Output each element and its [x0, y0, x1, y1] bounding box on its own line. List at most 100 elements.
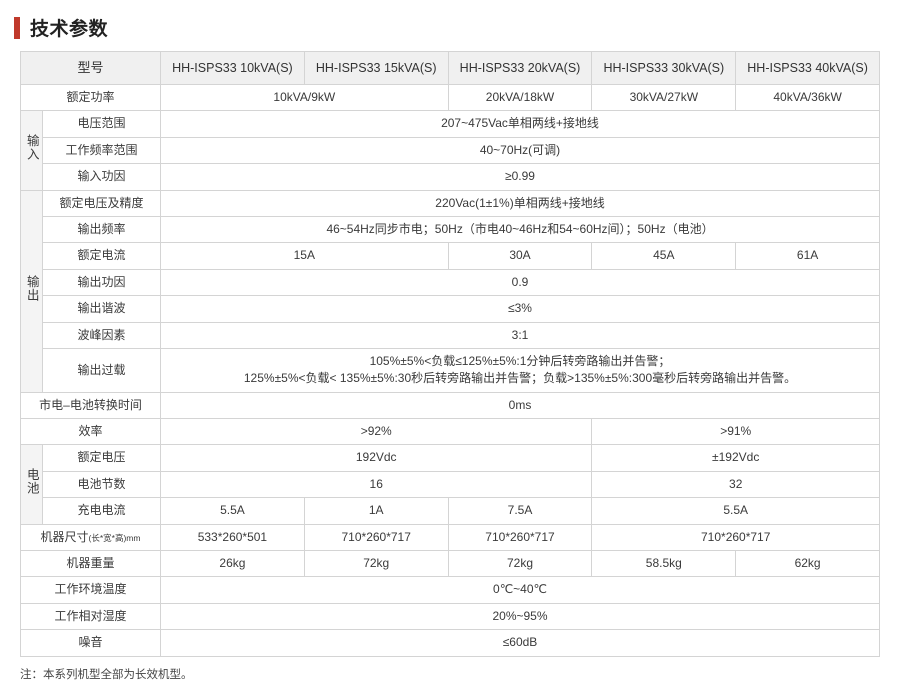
table-row: 工作频率范围 40~70Hz(可调)	[21, 136, 880, 165]
cell-bat-rated-voltage-2: ±192Vdc	[591, 444, 880, 472]
row-label-harmonics: 输出谐波	[41, 295, 162, 323]
row-label-efficiency: 效率	[19, 418, 162, 446]
group-label-input: 输入	[20, 110, 43, 191]
cell-noise: ≤60dB	[160, 629, 880, 657]
table-row: 波峰因素 3:1	[21, 321, 880, 349]
cell-rated-current-3: 45A	[591, 242, 737, 270]
cell-dimensions-3: 710*260*717	[447, 523, 593, 552]
table-body: 额定功率 10kVA/9kW 20kVA/18kW 30kVA/27kW 40k…	[19, 83, 880, 657]
row-label-bat-rated-voltage: 额定电压	[41, 444, 162, 472]
table-row: 市电–电池转换时间 0ms	[19, 391, 880, 420]
cell-transfer-time: 0ms	[160, 391, 880, 420]
row-label-input-pf: 输入功因	[41, 163, 162, 191]
table-row: 额定电流 15A 30A 45A 61A	[21, 242, 880, 270]
cell-rated-power-2: 20kVA/18kW	[447, 83, 593, 112]
cell-charge-current-1: 5.5A	[160, 497, 305, 525]
cell-crest-factor: 3:1	[160, 321, 880, 349]
row-label-weight: 机器重量	[19, 550, 162, 578]
cell-weight-5: 62kg	[735, 550, 880, 578]
cell-input-pf: ≥0.99	[160, 163, 880, 191]
cell-rated-power-1: 10kVA/9kW	[160, 83, 449, 112]
table-row: 输出谐波 ≤3%	[21, 295, 880, 323]
table-footnote: 注：本系列机型全部为长效机型。	[20, 668, 193, 681]
cell-weight-3: 72kg	[447, 550, 593, 578]
cell-weight-1: 26kg	[160, 550, 305, 578]
cell-freq-range: 40~70Hz(可调)	[160, 136, 880, 165]
header-model-2: HH-ISPS33 15kVA(S)	[303, 51, 449, 85]
table-row: 输出 额定电压及精度 220Vac(1±1%)单相两线+接地线	[20, 189, 880, 393]
row-label-rated-current: 额定电流	[41, 242, 162, 270]
row-label-crest-factor: 波峰因素	[41, 321, 162, 349]
row-label-output-pf: 输出功因	[41, 268, 162, 297]
cell-rated-current-4: 61A	[735, 242, 880, 270]
header-model-1: HH-ISPS33 10kVA(S)	[160, 51, 305, 85]
row-label-humidity: 工作相对湿度	[19, 602, 162, 631]
table-row: 额定功率 10kVA/9kW 20kVA/18kW 30kVA/27kW 40k…	[19, 83, 880, 112]
cell-temperature: 0℃~40℃	[160, 576, 880, 604]
cell-overload-line1: 105%±5%<负载≤125%±5%:1分钟后转旁路输出并告警；	[369, 353, 671, 368]
table-row: 充电电流 5.5A 1A 7.5A 5.5A	[21, 497, 880, 525]
row-label-noise: 噪音	[19, 629, 162, 657]
table-row: 输出频率 46~54Hz同步市电；50Hz（市电40~46Hz和54~60Hz间…	[21, 215, 880, 244]
header-model-4: HH-ISPS33 30kVA(S)	[591, 51, 737, 85]
table-row: 机器重量 26kg 72kg 72kg 58.5kg 62kg	[19, 550, 880, 578]
cell-harmonics: ≤3%	[160, 295, 880, 323]
row-label-output-freq: 输出频率	[41, 215, 162, 244]
table-row: 输出功因 0.9	[21, 268, 880, 297]
row-label-voltage-range: 电压范围	[41, 110, 162, 138]
row-label-freq-range: 工作频率范围	[41, 136, 162, 165]
header-model-5: HH-ISPS33 40kVA(S)	[735, 51, 880, 85]
table-row: 输入功因 ≥0.99	[21, 163, 880, 191]
table-row: 噪音 ≤60dB	[19, 629, 880, 657]
table-row: 工作环境温度 0℃~40℃	[19, 576, 880, 604]
cell-humidity: 20%~95%	[160, 602, 880, 631]
cell-dimensions-4: 710*260*717	[591, 523, 880, 552]
cell-rated-power-3: 30kVA/27kW	[591, 83, 737, 112]
cell-rated-current-1: 15A	[160, 242, 449, 270]
table-head: 型号 HH-ISPS33 10kVA(S) HH-ISPS33 15kVA(S)…	[19, 51, 880, 85]
cell-overload-line2: 125%±5%<负载< 135%±5%:30秒后转旁路输出并告警；负载>135%…	[243, 371, 797, 386]
row-label-charge-current: 充电电流	[41, 497, 162, 525]
table-row: 机器尺寸(长*宽*高)mm 533*260*501 710*260*717 71…	[19, 523, 880, 552]
row-label-bat-cells: 电池节数	[41, 470, 162, 499]
table-row: 效率 >92% >91%	[19, 418, 880, 446]
row-label-temperature: 工作环境温度	[19, 576, 162, 604]
page-title-text: 技术参数	[30, 19, 109, 40]
cell-rated-power-4: 40kVA/36kW	[735, 83, 880, 112]
header-model-label: 型号	[19, 51, 162, 85]
cell-weight-2: 72kg	[303, 550, 449, 578]
cell-weight-4: 58.5kg	[591, 550, 737, 578]
table-row: 电池 额定电压 192Vdc ±192Vdc	[20, 444, 880, 525]
title-accent-bar	[14, 16, 20, 39]
row-label-dimensions-sub: (长*宽*高)mm	[88, 532, 141, 543]
group-label-battery: 电池	[20, 444, 43, 525]
row-label-rated-voltage-acc: 额定电压及精度	[41, 189, 162, 217]
row-label-transfer-time: 市电–电池转换时间	[19, 391, 162, 420]
cell-voltage-range: 207~475Vac单相两线+接地线	[160, 110, 880, 138]
page-title: 技术参数	[0, 0, 900, 51]
table-row: 工作相对湿度 20%~95%	[19, 602, 880, 631]
cell-output-freq: 46~54Hz同步市电；50Hz（市电40~46Hz和54~60Hz间）；50H…	[160, 215, 880, 244]
cell-charge-current-4: 5.5A	[591, 497, 880, 525]
cell-efficiency-1: >92%	[160, 418, 593, 446]
spec-table: 型号 HH-ISPS33 10kVA(S) HH-ISPS33 15kVA(S)…	[19, 51, 880, 657]
cell-charge-current-3: 7.5A	[447, 497, 593, 525]
cell-rated-current-2: 30A	[447, 242, 593, 270]
cell-dimensions-2: 710*260*717	[303, 523, 449, 552]
row-label-dimensions: 机器尺寸(长*宽*高)mm	[19, 523, 162, 552]
cell-bat-cells-2: 32	[591, 470, 880, 499]
table-header-row: 型号 HH-ISPS33 10kVA(S) HH-ISPS33 15kVA(S)…	[19, 51, 880, 85]
cell-bat-rated-voltage-1: 192Vdc	[160, 444, 593, 472]
table-row: 输出过载 105%±5%<负载≤125%±5%:1分钟后转旁路输出并告警； 12…	[21, 347, 880, 393]
group-label-output: 输出	[20, 189, 43, 393]
cell-rated-voltage-acc: 220Vac(1±1%)单相两线+接地线	[160, 189, 880, 217]
table-row: 电池节数 16 32	[21, 470, 880, 499]
cell-charge-current-2: 1A	[303, 497, 449, 525]
cell-dimensions-1: 533*260*501	[160, 523, 305, 552]
row-label-rated-power: 额定功率	[19, 83, 162, 112]
row-label-overload: 输出过载	[41, 347, 162, 393]
cell-efficiency-2: >91%	[591, 418, 880, 446]
table-row: 输入 电压范围 207~475Vac单相两线+接地线	[20, 110, 880, 191]
cell-bat-cells-1: 16	[160, 470, 593, 499]
